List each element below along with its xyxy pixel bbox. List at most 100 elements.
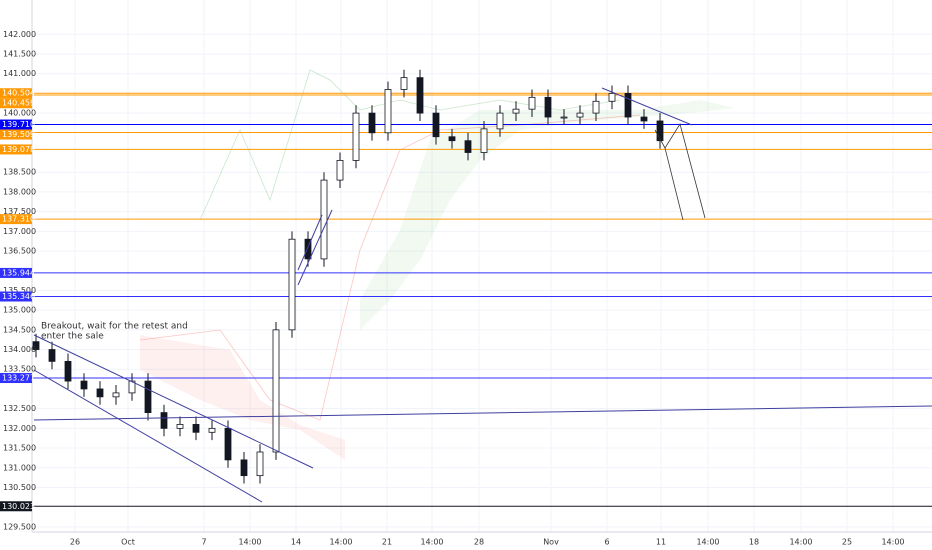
y-tick-label: 142.000: [3, 30, 36, 39]
wedge-line: [297, 214, 323, 271]
y-tick-label: 141.000: [3, 69, 36, 78]
candle-body: [592, 100, 600, 114]
x-tick-label: 26: [70, 538, 80, 547]
x-tick-label: 14:00: [789, 538, 812, 547]
level-label: 139.509: [2, 130, 35, 139]
triangle-line: [601, 87, 693, 126]
trend-line: [33, 405, 932, 421]
candle-body: [80, 380, 88, 390]
ichimoku-line: [139, 114, 641, 421]
candle-body: [64, 360, 72, 382]
y-tick-label: 131.500: [3, 444, 36, 453]
y-tick-label: 134.500: [3, 325, 36, 334]
y-tick-label: 137.000: [3, 227, 36, 236]
candle-body: [400, 77, 408, 90]
annotation: Breakout, wait for the retest and: [41, 322, 188, 332]
x-tick-label: Oct: [121, 538, 135, 547]
candle-body: [624, 92, 632, 118]
level-label-bg: [0, 144, 32, 155]
forecast-arrow: [664, 147, 684, 221]
level-label: 130.023: [2, 502, 35, 511]
y-tick-label: 137.500: [3, 207, 36, 216]
x-tick-label: 18: [749, 538, 759, 547]
y-tick-label: 141.500: [3, 49, 36, 58]
candle-body: [640, 116, 648, 122]
candle-body: [96, 388, 104, 398]
y-tick-label: 133.500: [3, 365, 36, 374]
y-tick-label: 132.000: [3, 424, 36, 433]
level-label: 139.078: [2, 145, 35, 154]
x-tick-label: 14:00: [238, 538, 261, 547]
candle-body: [544, 96, 552, 118]
x-tick-label: 11: [656, 538, 666, 547]
candle-body: [656, 120, 664, 142]
level-label: 137.310: [2, 215, 35, 224]
level-label: 139.710: [2, 120, 35, 129]
candle-body: [528, 96, 536, 110]
y-tick-label: 130.500: [3, 483, 36, 492]
level-label: 140.504: [2, 89, 35, 98]
candle-body: [32, 341, 40, 350]
level-label-bg: [0, 373, 32, 384]
candle-body: [512, 108, 520, 114]
x-tick-label: 6: [604, 538, 609, 547]
y-tick-label: 138.000: [3, 187, 36, 196]
candle-body: [192, 424, 200, 433]
level-label-bg: [0, 129, 32, 140]
y-tick-label: 136.500: [3, 247, 36, 256]
candle-body: [224, 427, 232, 461]
candle-body: [384, 89, 392, 134]
candle-body: [432, 112, 440, 138]
candle-body: [336, 159, 344, 181]
candle-body: [416, 77, 424, 114]
candle-body: [176, 424, 184, 429]
candle-body: [480, 128, 488, 153]
candle-body: [464, 140, 472, 153]
candle-body: [496, 112, 504, 130]
level-label: 135.346: [2, 292, 35, 301]
candle-body: [112, 392, 120, 398]
level-label-bg: [0, 267, 32, 278]
candle-body: [448, 136, 456, 142]
candle-body: [320, 179, 328, 260]
x-tick-label: 14: [291, 538, 301, 547]
cloud-green: [360, 100, 735, 330]
y-tick-label: 129.500: [3, 522, 36, 531]
x-tick-label: 21: [382, 538, 392, 547]
candle-body: [560, 116, 568, 119]
y-tick-label: 135.000: [3, 306, 36, 315]
y-tick-label: 138.500: [3, 168, 36, 177]
x-tick-label: 25: [842, 538, 852, 547]
candle-body: [160, 412, 168, 429]
wedge-line: [297, 209, 333, 286]
level-label: 135.944: [2, 268, 35, 277]
x-tick-label: 14:00: [420, 538, 443, 547]
candle-body: [208, 427, 216, 433]
candle-body: [256, 451, 264, 477]
candle-body: [288, 238, 296, 331]
candle-body: [608, 92, 616, 102]
y-tick-label: 134.000: [3, 345, 36, 354]
candle-body: [48, 349, 56, 362]
x-tick-label: 28: [474, 538, 484, 547]
y-tick-label: 132.500: [3, 404, 36, 413]
axis: 142.000 141.500 141.000 140.000 138.500 138.0…: [0, 30, 905, 547]
x-tick-label: 7: [201, 538, 206, 547]
y-tick-label: 135.500: [3, 286, 36, 295]
candle-body: [144, 380, 152, 413]
y-tick-label: 131.000: [3, 463, 36, 472]
level-label: 133.277: [2, 374, 35, 383]
annotation: enter the sale: [41, 332, 104, 342]
candle-body: [128, 380, 136, 394]
x-tick-label: 14:00: [881, 538, 904, 547]
grid: [32, 0, 932, 532]
channel-line: [33, 334, 314, 469]
candle-body: [368, 112, 376, 134]
level-label-bg: [0, 501, 32, 512]
candle-body: [576, 112, 584, 118]
candle-body: [304, 238, 312, 260]
level-label: 140.459: [2, 99, 35, 108]
candles: [32, 69, 664, 484]
